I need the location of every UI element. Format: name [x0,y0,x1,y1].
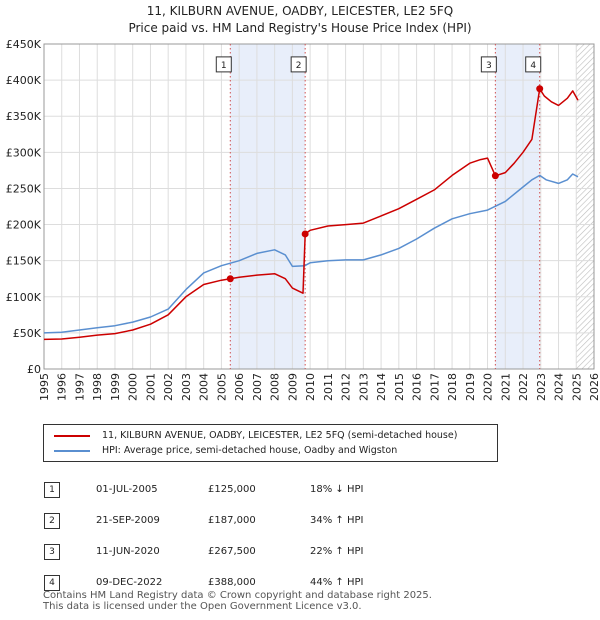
y-tick-label: £100K [6,291,42,304]
sale-number: 2 [44,512,60,529]
x-tick-label: 2024 [553,373,566,401]
x-tick-label: 2019 [464,373,477,401]
sale-point [226,275,234,283]
forecast-hatch [576,44,594,369]
x-tick-label: 2018 [446,373,459,401]
x-tick-label: 2016 [411,373,424,401]
x-tick-label: 2014 [375,373,388,401]
x-tick-label: 2003 [180,373,193,401]
x-tick-label: 2022 [517,373,530,401]
table-row: 3 11-JUN-2020 £267,500 22% ↑ HPI [44,536,363,567]
legend-label-property: 11, KILBURN AVENUE, OADBY, LEICESTER, LE… [102,430,458,441]
hpi-line [43,173,579,334]
x-tick-label: 2005 [215,373,228,401]
highlight-band [495,44,540,369]
sale-date: 01-JUL-2005 [96,484,158,495]
x-tick-label: 2009 [286,373,299,401]
highlight-band [230,44,306,369]
y-tick-label: £50K [13,327,42,340]
legend-label-hpi: HPI: Average price, semi-detached house,… [102,445,398,456]
sale-point [491,172,499,180]
x-tick-label: 2012 [340,373,353,401]
sale-label-box [215,56,232,73]
sale-number: 1 [44,481,60,498]
sale-label-box [525,56,542,73]
x-tick-label: 2010 [304,373,317,401]
x-tick-label: 2015 [393,373,406,401]
sale-number: 3 [44,543,60,560]
x-tick-label: 2000 [127,373,140,401]
sale-hpi: 34% ↑ HPI [310,515,364,526]
price-chart: £0 £50K £100K £150K £200K £250K £300K £350K £400… [6,38,600,401]
sale-date: 11-JUN-2020 [96,546,160,557]
sale-date: 21-SEP-2009 [96,515,160,526]
sale-point [301,230,309,238]
x-tick-label: 1999 [109,373,122,401]
chart-title: 11, KILBURN AVENUE, OADBY, LEICESTER, LE… [146,4,454,18]
x-tick-label: 1996 [56,373,69,401]
x-tick-label: 2017 [428,373,441,401]
sale-label: 4 [530,61,536,71]
chart-subtitle: Price paid vs. HM Land Registry's House … [128,21,472,35]
x-tick-label: 1997 [73,373,86,401]
y-tick-label: £250K [6,182,42,195]
sale-label: 3 [486,61,492,71]
sale-label-box [480,56,497,73]
x-tick-label: 1998 [91,373,104,401]
y-tick-label: £150K [6,255,42,268]
footer: Contains HM Land Registry data © Crown c… [43,590,432,612]
legend: 11, KILBURN AVENUE, OADBY, LEICESTER, LE… [43,424,498,462]
legend-swatch-property [54,435,90,437]
property-price-line [43,88,579,341]
sale-price: £388,000 [208,577,256,588]
sale-number: 4 [44,574,60,591]
x-tick-label: 2013 [357,373,370,401]
sale-hpi: 44% ↑ HPI [310,577,364,588]
footer-copyright: Contains HM Land Registry data © Crown c… [43,590,432,601]
y-tick-label: £300K [6,146,42,159]
sale-price: £125,000 [208,484,256,495]
footer-licence: This data is licensed under the Open Gov… [43,601,362,612]
x-tick-label: 2023 [535,373,548,401]
sales-table: 1 01-JUL-2005 £125,000 18% ↓ HPI 2 21-SE… [44,474,363,598]
sale-date: 09-DEC-2022 [96,577,163,588]
sale-price: £267,500 [208,546,256,557]
x-tick-label: 1995 [38,373,51,401]
table-row: 2 21-SEP-2009 £187,000 34% ↑ HPI [44,505,363,536]
y-tick-label: £400K [6,74,42,87]
sale-hpi: 18% ↓ HPI [310,484,364,495]
y-tick-label: £350K [6,110,42,123]
y-tick-label: £200K [6,219,42,232]
x-tick-label: 2007 [251,373,264,401]
table-row: 1 01-JUL-2005 £125,000 18% ↓ HPI [44,474,363,505]
sale-label: 1 [221,61,227,71]
table-row: 4 09-DEC-2022 £388,000 44% ↑ HPI [44,567,363,598]
x-tick-label: 2006 [233,373,246,401]
x-tick-label: 2002 [162,373,175,401]
x-tick-label: 2025 [570,373,583,401]
sale-point [536,85,544,93]
sale-hpi: 22% ↑ HPI [310,546,364,557]
sale-label-box [290,56,307,73]
sale-price: £187,000 [208,515,256,526]
x-tick-label: 2008 [269,373,282,401]
x-tick-label: 2021 [499,373,512,401]
x-tick-label: 2020 [482,373,495,401]
x-tick-label: 2004 [198,373,211,401]
y-tick-label: £450K [6,38,42,51]
sale-label: 2 [296,61,302,71]
y-tick-label: £0 [27,363,41,376]
x-tick-label: 2011 [322,373,335,401]
x-tick-label: 2001 [144,373,157,401]
legend-swatch-hpi [54,450,90,452]
x-tick-label: 2026 [588,373,600,401]
plot-frame [43,43,595,370]
